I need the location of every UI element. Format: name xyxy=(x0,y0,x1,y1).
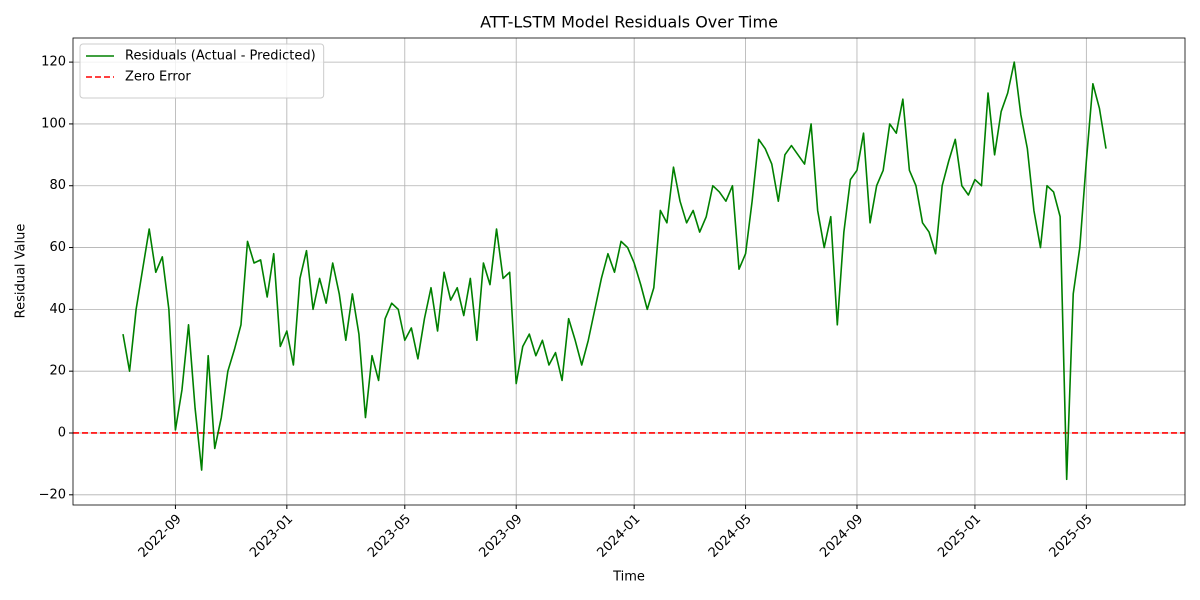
chart-title: ATT-LSTM Model Residuals Over Time xyxy=(480,13,778,32)
x-tick-label: 2024-01 xyxy=(594,512,643,561)
y-tick-label: −20 xyxy=(39,487,66,502)
y-tick-label: 20 xyxy=(49,364,66,379)
legend-label: Residuals (Actual - Predicted) xyxy=(125,49,316,64)
legend-label: Zero Error xyxy=(125,70,191,85)
y-tick-label: 80 xyxy=(49,178,66,193)
x-tick-label: 2023-05 xyxy=(365,512,414,561)
y-axis-label: Residual Value xyxy=(14,224,29,319)
x-tick-label: 2025-05 xyxy=(1047,512,1096,561)
x-tick-label: 2025-01 xyxy=(935,512,984,561)
y-tick-label: 40 xyxy=(49,302,66,317)
plot-frame xyxy=(72,37,1186,506)
x-tick-label: 2023-01 xyxy=(247,512,296,561)
x-axis-label: Time xyxy=(612,570,645,585)
x-tick-label: 2022-09 xyxy=(136,512,185,561)
y-tick-label: 60 xyxy=(49,240,66,255)
legend: Residuals (Actual - Predicted) Zero Error xyxy=(79,43,325,99)
y-tick-label: 120 xyxy=(41,55,66,70)
data-line xyxy=(122,61,1107,481)
x-tick-label: 2023-09 xyxy=(476,512,525,561)
x-tick-label: 2024-05 xyxy=(706,512,755,561)
x-tick-label: 2024-09 xyxy=(817,512,866,561)
y-tick-label: 0 xyxy=(58,425,66,440)
legend-box xyxy=(79,43,325,99)
y-tick-label: 100 xyxy=(41,116,66,131)
